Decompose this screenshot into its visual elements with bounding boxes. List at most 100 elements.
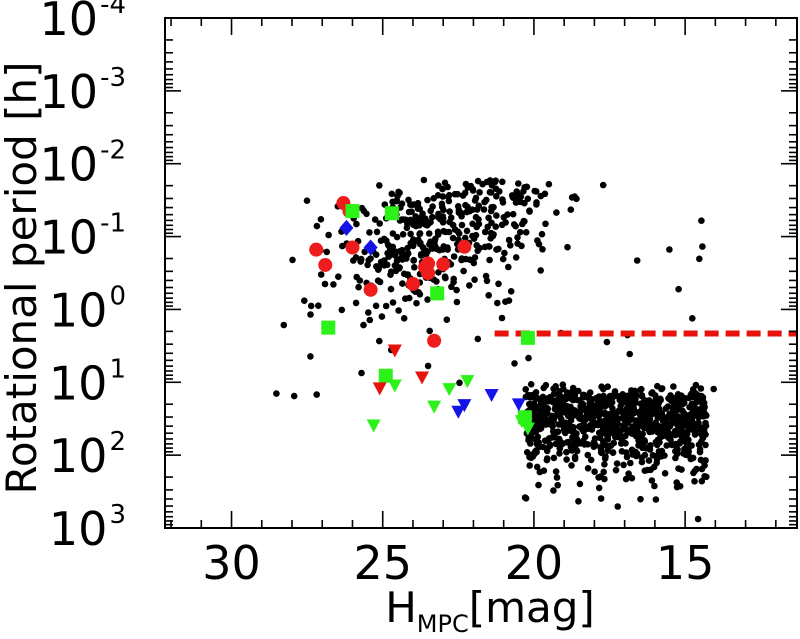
scatter-point-1147 xyxy=(527,381,535,388)
background-point-cloud xyxy=(273,176,717,523)
scatter-point-178 xyxy=(394,192,401,200)
scatter-point-1126 xyxy=(638,385,645,393)
scatter-point-207 xyxy=(435,269,442,276)
scatter-point-208 xyxy=(414,202,422,210)
scatter-point-979 xyxy=(603,436,611,443)
scatter-point-141 xyxy=(599,181,607,189)
series-1-point-0 xyxy=(345,204,360,219)
scatter-point-797 xyxy=(661,470,669,477)
scatter-point-396 xyxy=(301,297,308,305)
scatter-point-1298 xyxy=(640,444,648,451)
scatter-point-1335 xyxy=(552,405,559,413)
scatter-point-1336 xyxy=(642,408,649,416)
scatter-point-1264 xyxy=(569,406,576,413)
scatter-point-405 xyxy=(385,253,393,260)
scatter-point-287 xyxy=(518,242,525,250)
scatter-point-184 xyxy=(515,180,522,187)
scatter-point-1191 xyxy=(650,463,658,471)
scatter-point-245 xyxy=(516,228,524,236)
scatter-point-382 xyxy=(553,209,560,216)
scatter-point-1364 xyxy=(374,277,382,285)
scatter-point-922 xyxy=(600,468,607,476)
series-1-point-5 xyxy=(520,330,535,345)
scatter-point-172 xyxy=(431,238,438,245)
scatter-point-303 xyxy=(499,255,507,263)
scatter-point-104 xyxy=(522,229,530,236)
scatter-point-1133 xyxy=(613,460,621,467)
scatter-point-1337 xyxy=(587,456,595,464)
scatter-point-417 xyxy=(462,201,469,209)
scatter-point-1386 xyxy=(325,231,332,239)
scatter-point-1187 xyxy=(695,419,702,427)
scatter-point-390 xyxy=(446,218,453,226)
scatter-point-416 xyxy=(475,202,483,210)
scatter-point-1130 xyxy=(575,440,583,447)
scatter-point-263 xyxy=(427,207,435,215)
scatter-point-1121 xyxy=(597,445,605,452)
scatter-point-404 xyxy=(371,216,379,223)
scatter-point-354 xyxy=(424,196,431,204)
scatter-point-1268 xyxy=(564,438,572,446)
scatter-point-1261 xyxy=(619,391,626,398)
scatter-point-1229 xyxy=(689,454,697,462)
scatter-point-27 xyxy=(365,309,372,316)
scatter-point-283 xyxy=(505,263,512,271)
scatter-point-1300 xyxy=(593,409,600,416)
series-4-point-4 xyxy=(460,375,475,389)
scatter-point-217 xyxy=(450,253,458,260)
scatter-point-1321 xyxy=(539,402,546,409)
scatter-point-238 xyxy=(485,214,492,222)
scatter-point-63 xyxy=(280,321,288,329)
scatter-point-896 xyxy=(527,440,534,447)
scatter-point-369 xyxy=(430,195,438,202)
scatter-point-327 xyxy=(496,188,503,195)
scatter-point-1319 xyxy=(645,418,653,426)
scatter-point-350 xyxy=(360,207,368,215)
scatter-point-252 xyxy=(499,199,507,206)
scatter-point-539 xyxy=(646,446,654,453)
scatter-point-20 xyxy=(338,306,346,314)
scatter-point-381 xyxy=(412,222,420,230)
scatter-point-1068 xyxy=(532,389,540,396)
scatter-point-1340 xyxy=(505,297,513,304)
scatter-point-357 xyxy=(385,242,393,249)
y-tick-label-2: 10-2 xyxy=(40,136,126,192)
scatter-point-1315 xyxy=(609,394,616,401)
scatter-point-388 xyxy=(483,196,490,204)
scatter-point-1334 xyxy=(566,394,573,402)
scatter-point-1362 xyxy=(482,272,490,280)
scatter-point-1156 xyxy=(701,410,709,418)
scatter-point-718 xyxy=(663,442,670,449)
scatter-point-295 xyxy=(407,216,414,224)
series-4-point-3 xyxy=(442,383,457,397)
scatter-point-356 xyxy=(382,302,390,310)
scatter-point-244 xyxy=(387,285,395,293)
scatter-point-270 xyxy=(427,218,434,226)
scatter-point-1131 xyxy=(619,408,626,415)
scatter-point-1313 xyxy=(668,441,676,449)
scatter-point-414 xyxy=(484,223,492,231)
scatter-point-1076 xyxy=(552,383,559,390)
scatter-point-375 xyxy=(410,256,418,264)
scatter-point-1251 xyxy=(649,389,656,396)
scatter-point-1243 xyxy=(552,440,560,448)
scatter-point-1285 xyxy=(620,461,627,469)
scatter-point-1240 xyxy=(550,487,557,494)
scatter-point-215 xyxy=(507,242,514,249)
scatter-point-255 xyxy=(357,258,365,265)
scatter-point-78 xyxy=(366,316,374,324)
scatter-point-1356 xyxy=(666,246,673,253)
scatter-point-1248 xyxy=(623,453,631,461)
scatter-point-1363 xyxy=(439,203,446,211)
scatter-point-1311 xyxy=(605,425,613,432)
series-4-point-5 xyxy=(514,415,529,429)
scatter-point-1053 xyxy=(618,448,626,455)
scatter-point-1061 xyxy=(582,433,589,441)
scatter-point-1138 xyxy=(659,430,666,438)
scatter-point-762 xyxy=(702,441,709,449)
scatter-point-900 xyxy=(641,451,649,459)
scatter-point-1351 xyxy=(493,246,500,253)
series-5-point-1 xyxy=(457,399,472,413)
scatter-point-498 xyxy=(645,457,653,464)
scatter-point-395 xyxy=(387,271,394,279)
